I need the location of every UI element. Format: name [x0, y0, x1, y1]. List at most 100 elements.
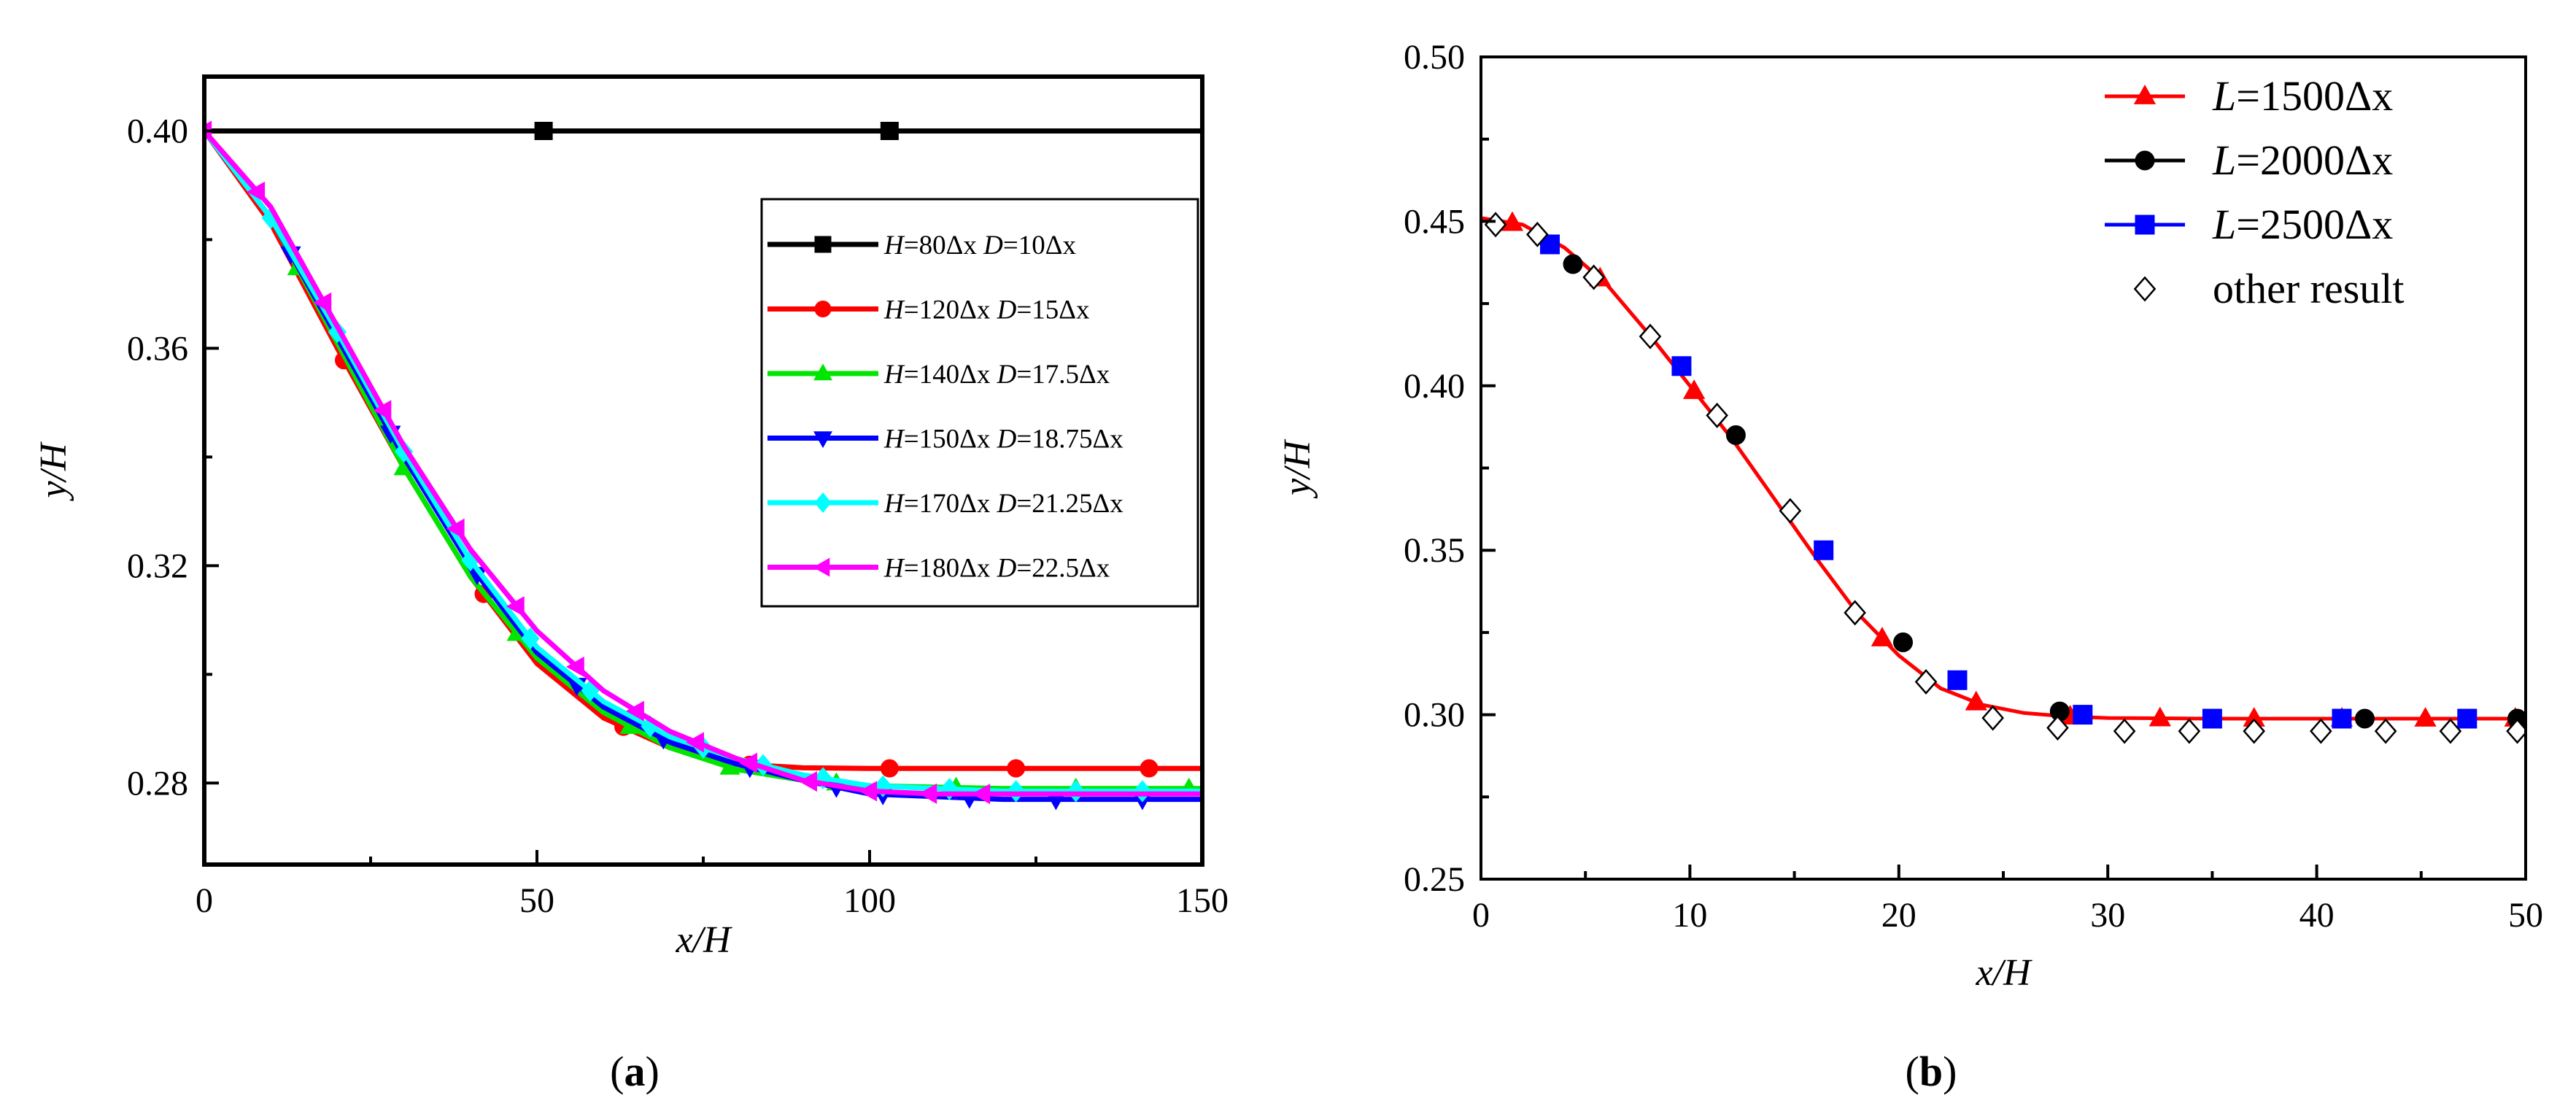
data-point [880, 759, 899, 778]
panel-b-chart: 0 10 20 30 40 50 0.25 0.30 0.35 0.40 0.45 0.50 x/H y/… [1277, 38, 2543, 994]
series-line [1481, 216, 2526, 721]
data-point [1526, 221, 1549, 247]
legend-marker [813, 557, 830, 577]
legend-entry-h-170-x-d-21-25-x: H=170Δx D=21.25Δx [767, 489, 1123, 519]
x-tick-label: 10 [1672, 896, 1707, 935]
legend-label: other result [2213, 265, 2405, 312]
data-point [328, 320, 347, 344]
legend-entry-h-180-x-d-22-5-x: H=180Δx D=22.5Δx [767, 554, 1110, 584]
legend-entry-other-result: other result [2133, 265, 2405, 312]
legend-marker [2133, 276, 2157, 302]
data-point [918, 783, 937, 804]
data-point [625, 700, 644, 722]
data-point [2178, 718, 2201, 744]
data-point [1484, 212, 1507, 238]
legend-entry-l-2500-x: L=2500Δx [2105, 201, 2393, 248]
legend-marker [2133, 85, 2157, 104]
series-h-180-x-d-22-5-x [204, 120, 1202, 805]
legend-marker [814, 492, 832, 513]
data-point [1682, 379, 1706, 399]
legend-marker [813, 431, 832, 449]
caption-a-close: ) [646, 1048, 660, 1095]
y-tick-label: 0.50 [1404, 38, 1465, 77]
legend-entry-h-80-x-d-10-x: H=80Δx D=10Δx [767, 231, 1077, 260]
x-tick-label: 40 [2300, 896, 2335, 935]
legend-entry-h-140-x-d-17-5-x: H=140Δx D=17.5Δx [767, 360, 1110, 390]
legend-label: H=180Δx D=22.5Δx [883, 554, 1110, 584]
data-point [1779, 498, 1802, 524]
legend-label: H=140Δx D=17.5Δx [883, 360, 1110, 390]
data-point [2310, 718, 2332, 744]
data-point [521, 627, 540, 650]
x-tick-label: 30 [2090, 896, 2125, 935]
data-point [799, 770, 818, 792]
series-l-2500-x [1540, 234, 2478, 729]
legend-entry-h-150-x-d-18-75-x: H=150Δx D=18.75Δx [767, 425, 1123, 455]
data-point [2506, 718, 2526, 744]
caption-b-close: ) [1943, 1048, 1957, 1095]
legend-entry-h-120-x-d-15-x: H=120Δx D=15Δx [767, 295, 1090, 325]
x-tick-label: 0 [1472, 896, 1490, 935]
y-tick-label: 0.40 [1404, 367, 1465, 406]
legend-label: H=80Δx D=10Δx [883, 231, 1077, 260]
legend-entry-l-2000-x: L=2000Δx [2105, 136, 2393, 184]
data-point [1140, 759, 1159, 778]
caption-a-open: ( [610, 1048, 624, 1095]
data-point [739, 752, 757, 773]
data-point [1706, 402, 1728, 428]
data-point [2202, 708, 2222, 729]
legend-label: H=150Δx D=18.75Δx [883, 425, 1123, 455]
legend-label: L=1500Δx [2212, 72, 2393, 120]
caption-b-open: ( [1906, 1048, 1919, 1095]
data-point [506, 596, 525, 617]
data-point [2113, 718, 2136, 744]
legend-box [760, 198, 1199, 608]
y-tick-label: 0.36 [127, 329, 188, 368]
data-point [1007, 759, 1026, 778]
plot-area [204, 120, 1202, 811]
caption-a: (a) [610, 1048, 660, 1095]
data-point [813, 767, 832, 789]
caption-b-letter: b [1919, 1048, 1943, 1095]
y-axis-label: y/H [1277, 439, 1318, 500]
legend-b: L=1500Δx L=2000Δx L=2500Δx other result [2105, 72, 2405, 312]
data-point [313, 292, 332, 313]
data-point [2073, 705, 2093, 725]
data-point [972, 784, 991, 805]
x-axis-label: x/H [1975, 952, 2032, 994]
legend-entry-l-1500-x: L=1500Δx [2105, 72, 2393, 120]
data-point [1914, 669, 1938, 695]
legend-label: L=2000Δx [2212, 136, 2393, 184]
x-tick-label: 100 [843, 881, 896, 920]
y-tick-label: 0.35 [1404, 531, 1465, 570]
legend-a: H=80Δx D=10Δx H=120Δx D=15Δx H=140Δx D=17.… [760, 198, 1199, 608]
data-point [247, 181, 266, 202]
legend-marker [2135, 150, 2155, 171]
series-l-2000-x [1563, 254, 2526, 729]
data-point [534, 121, 553, 140]
data-point [446, 518, 465, 539]
data-point [1501, 211, 1524, 231]
data-point [373, 400, 392, 421]
legend-label: H=170Δx D=21.25Δx [883, 489, 1123, 519]
data-point [2457, 708, 2478, 729]
y-tick-label: 0.40 [127, 112, 188, 150]
series-h-80-x-d-10-x [204, 121, 1202, 140]
y-tick-label: 0.25 [1404, 860, 1465, 899]
data-point [2332, 708, 2352, 729]
plot-area [1481, 211, 2526, 744]
legend-marker [814, 236, 832, 253]
data-point [2148, 706, 2171, 727]
data-point [880, 121, 899, 140]
x-tick-label: 50 [519, 881, 554, 920]
legend-marker [2135, 214, 2155, 235]
x-tick-label: 20 [1881, 896, 1916, 935]
caption-b: (b) [1906, 1048, 1957, 1095]
data-point [1871, 627, 1894, 646]
data-point [2243, 718, 2265, 744]
data-point [859, 781, 878, 802]
y-tick-label: 0.32 [127, 546, 188, 585]
x-tick-label: 0 [196, 881, 213, 920]
legend-label: L=2500Δx [2212, 201, 2393, 248]
